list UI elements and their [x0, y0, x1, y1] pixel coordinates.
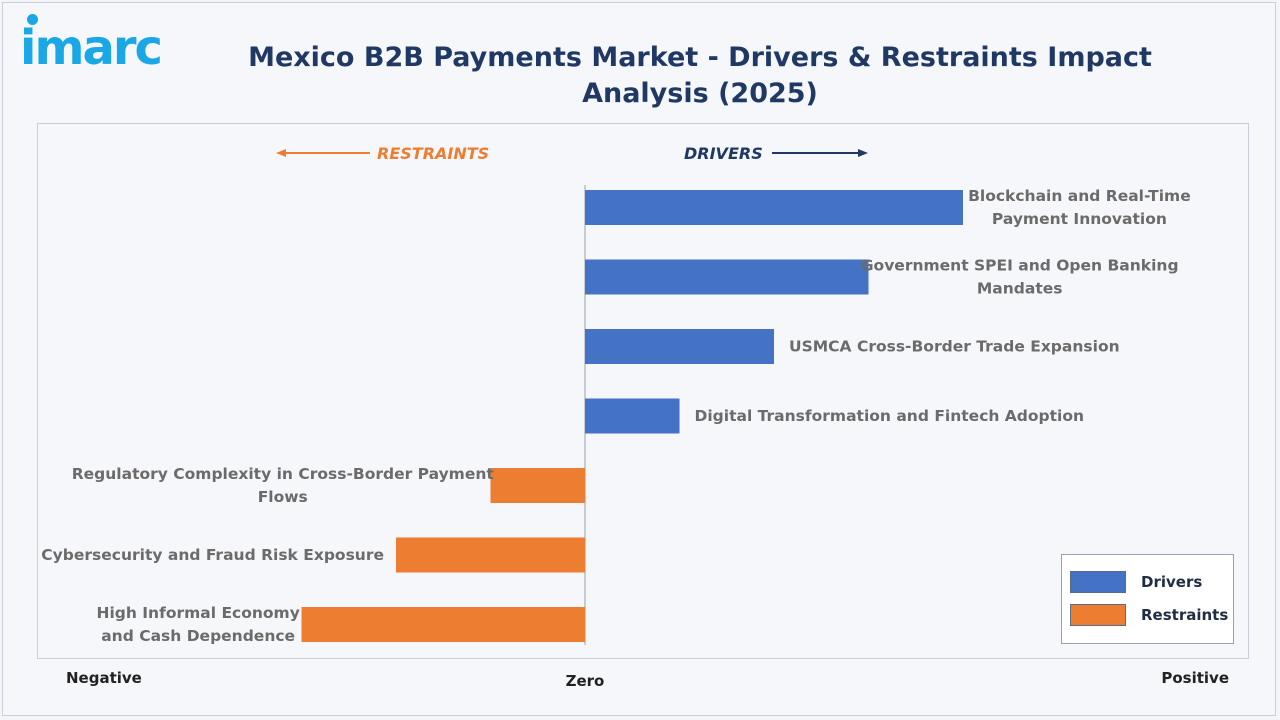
legend-label-restraints: Restraints [1141, 606, 1229, 624]
axis-zero-label: Zero [566, 672, 605, 690]
logo-text: imarc [20, 20, 163, 76]
legend-swatch-restraints [1070, 604, 1126, 626]
restraint-label: Cybersecurity and Fraud Risk Exposure [41, 546, 384, 564]
driver-label: Blockchain and Real-Time Payment Innovati… [968, 187, 1191, 228]
restraint-label: High Informal Economy and Cash Dependence [96, 604, 299, 645]
restraints-arrow-head [276, 149, 286, 157]
legend-item-restraints: Restraints [1070, 603, 1228, 627]
legend: Drivers Restraints [1061, 554, 1234, 644]
driver-bar [585, 190, 963, 225]
driver-label: USMCA Cross-Border Trade Expansion [789, 338, 1120, 356]
drivers-direction-label: DRIVERS [684, 144, 763, 163]
legend-label-drivers: Drivers [1141, 573, 1203, 591]
restraint-bar [301, 607, 585, 642]
drivers-arrow-head [858, 149, 868, 157]
legend-item-drivers: Drivers [1070, 570, 1202, 594]
axis-positive-label: Positive [1161, 669, 1229, 687]
driver-label: Digital Transformation and Fintech Adopt… [695, 407, 1085, 425]
restraints-direction-label: RESTRAINTS [377, 144, 489, 163]
imarc-logo: imarc [20, 14, 163, 72]
driver-bar [585, 329, 774, 364]
axis-negative-label: Negative [66, 669, 142, 687]
driver-label: Government SPEI and Open Banking Mandates [861, 257, 1179, 298]
chart-title: Mexico B2B Payments Market - Drivers & R… [248, 42, 1152, 109]
driver-bar [585, 259, 869, 295]
legend-swatch-drivers [1070, 571, 1126, 593]
chart-area [37, 123, 1249, 659]
logo-dot [27, 14, 38, 25]
restraint-bar [396, 537, 585, 573]
restraint-bar [490, 468, 585, 503]
driver-bar [585, 398, 680, 434]
restraint-label: Regulatory Complexity in Cross-Border Pa… [72, 465, 495, 506]
